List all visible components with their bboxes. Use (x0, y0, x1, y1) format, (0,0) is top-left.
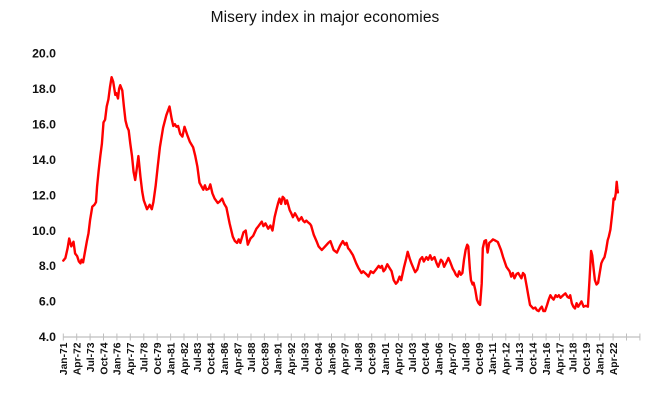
x-tick-label: Oct-89 (260, 342, 271, 374)
x-tick-label: Jan-01 (381, 342, 392, 375)
misery-index-line (62, 75, 620, 313)
y-axis-labels: 20.0 18.0 16.0 14.0 12.0 10.0 8.0 6.0 4.0 (32, 47, 56, 345)
y-tick-label: 14.0 (32, 153, 56, 167)
y-tick-label: 4.0 (39, 330, 56, 344)
x-tick-label: Apr-12 (502, 342, 513, 375)
x-tick-label: Jul-03 (408, 342, 419, 372)
y-tick-label: 12.0 (32, 188, 56, 202)
x-tick-label: Jan-86 (220, 342, 231, 375)
x-tick-label: Apr-72 (73, 342, 84, 375)
x-tick-label: Jan-81 (166, 342, 177, 375)
x-tick-label: Apr-22 (609, 342, 620, 375)
x-tick-label: Apr-77 (126, 342, 137, 375)
x-tick-label: Jul-93 (300, 342, 311, 372)
x-tick-label: Oct-94 (314, 342, 325, 374)
x-axis-labels: Jan-71 Apr-72 Jul-73 Oct-74 Jan-76 Apr-77 Jul-… (59, 342, 620, 375)
x-tick-label: Jan-06 (435, 342, 446, 375)
x-tick-label: Apr-17 (555, 342, 566, 375)
y-tick-label: 10.0 (32, 224, 56, 238)
x-tick-label: Jan-71 (59, 342, 70, 375)
y-tick-label: 16.0 (32, 118, 56, 132)
x-tick-label: Jan-96 (327, 342, 338, 375)
x-tick-label: Jan-16 (542, 342, 553, 375)
x-tick-label: Apr-97 (341, 342, 352, 375)
x-tick-label: Jan-21 (596, 342, 607, 375)
x-tick-label: Jan-91 (274, 342, 285, 375)
x-tick-label: Oct-74 (99, 342, 110, 374)
x-tick-label: Oct-99 (368, 342, 379, 374)
x-tick-label: Jul-88 (247, 342, 258, 372)
y-tick-label: 20.0 (32, 47, 56, 61)
x-axis (62, 333, 641, 341)
x-tick-label: Jul-08 (461, 342, 472, 372)
x-tick-label: Oct-84 (207, 342, 218, 374)
x-tick-label: Apr-92 (287, 342, 298, 375)
x-tick-label: Apr-02 (394, 342, 405, 375)
y-tick-label: 6.0 (39, 295, 56, 309)
x-tick-label: Oct-04 (421, 342, 432, 374)
x-tick-label: Jul-13 (515, 342, 526, 372)
y-tick-label: 18.0 (32, 82, 56, 96)
x-tick-label: Oct-09 (475, 342, 486, 374)
x-tick-label: Jul-78 (140, 342, 151, 372)
x-tick-label: Oct-14 (528, 342, 539, 374)
x-tick-label: Jul-83 (193, 342, 204, 372)
x-tick-label: Jul-18 (569, 342, 580, 372)
chart-title: Misery index in major economies (210, 9, 440, 26)
x-tick-label: Jul-73 (86, 342, 97, 372)
x-tick-label: Oct-19 (582, 342, 593, 374)
x-tick-label: Apr-07 (448, 342, 459, 375)
x-tick-label: Jan-11 (488, 342, 499, 374)
x-tick-label: Apr-87 (233, 342, 244, 375)
x-tick-label: Apr-82 (180, 342, 191, 375)
x-tick-label: Jan-76 (113, 342, 124, 375)
y-tick-label: 8.0 (39, 259, 56, 273)
x-tick-label: Jul-98 (354, 342, 365, 372)
x-tick-label: Oct-79 (153, 342, 164, 374)
